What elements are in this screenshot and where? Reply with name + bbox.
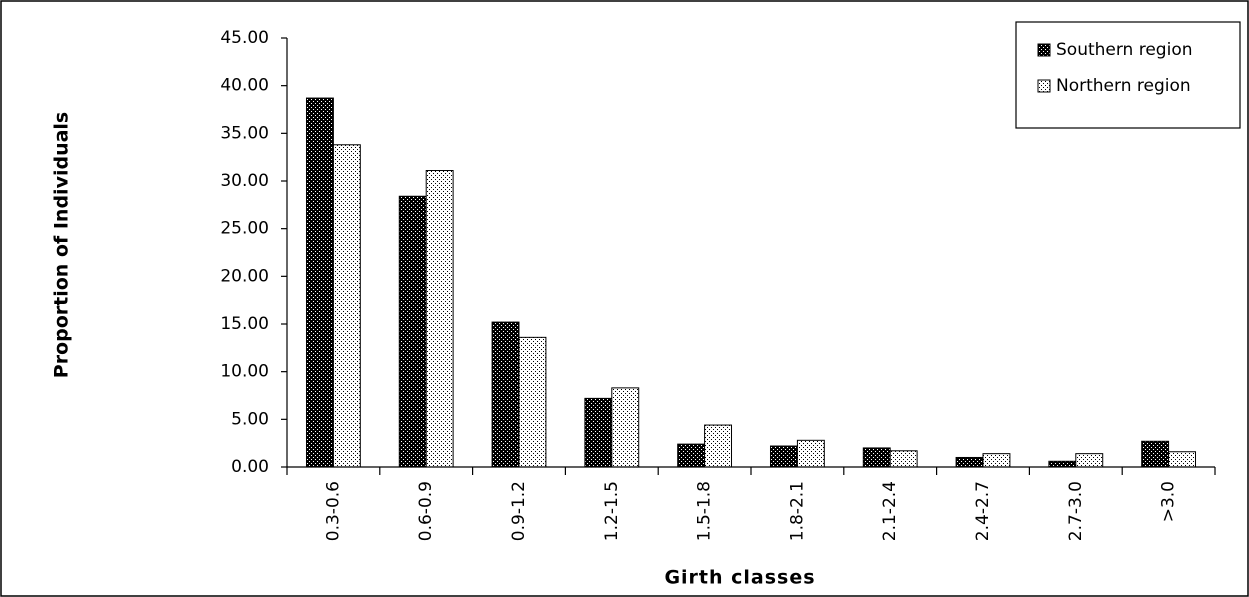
bar: [1141, 440, 1170, 468]
x-tick-label: >3.0: [1159, 481, 1179, 522]
x-tick-label: 2.4-2.7: [973, 481, 993, 541]
y-tick-label: 15.00: [220, 314, 269, 334]
y-tick-label: 45.00: [220, 28, 269, 48]
x-tick-label: 1.5-1.8: [695, 481, 715, 541]
bar: [889, 450, 918, 468]
y-tick-label: 30.00: [220, 171, 269, 191]
x-tick-label: 2.7-3.0: [1066, 481, 1086, 541]
y-tick-label: 25.00: [220, 219, 269, 239]
legend-label: Southern region: [1056, 40, 1193, 60]
bar: [611, 387, 640, 468]
bar: [518, 336, 547, 468]
bar: [677, 443, 706, 468]
x-tick-label: 1.8-2.1: [787, 481, 807, 541]
legend-swatch: [1037, 43, 1051, 57]
legend-box: [1015, 21, 1241, 129]
bar: [982, 453, 1011, 468]
bar: [1168, 451, 1197, 468]
x-tick-label: 1.2-1.5: [602, 481, 622, 541]
bar: [796, 439, 825, 468]
bar: [584, 397, 613, 468]
y-tick-label: 40.00: [220, 76, 269, 96]
legend-label: Northern region: [1056, 76, 1191, 96]
y-axis-title: Proportion of Individuals: [51, 112, 73, 378]
bar: [398, 195, 427, 468]
bar: [1048, 460, 1077, 468]
bar: [704, 424, 733, 468]
x-tick-label: 2.1-2.4: [880, 481, 900, 541]
y-tick-label: 0.00: [231, 457, 269, 477]
y-tick-label: 5.00: [231, 409, 269, 429]
bar: [332, 144, 361, 468]
x-tick-label: 0.9-1.2: [509, 481, 529, 541]
bar: [955, 456, 984, 468]
bar: [305, 97, 334, 468]
bar: [862, 447, 891, 468]
legend-swatch: [1037, 79, 1051, 93]
y-tick-label: 35.00: [220, 123, 269, 143]
y-tick-label: 20.00: [220, 266, 269, 286]
bar: [769, 445, 798, 468]
x-tick-label: 0.6-0.9: [416, 481, 436, 541]
x-axis-title: Girth classes: [664, 567, 815, 589]
bar: [491, 321, 520, 468]
x-tick-label: 0.3-0.6: [323, 481, 343, 541]
bar: [1075, 453, 1104, 468]
y-tick-label: 10.00: [220, 362, 269, 382]
bar: [425, 170, 454, 468]
